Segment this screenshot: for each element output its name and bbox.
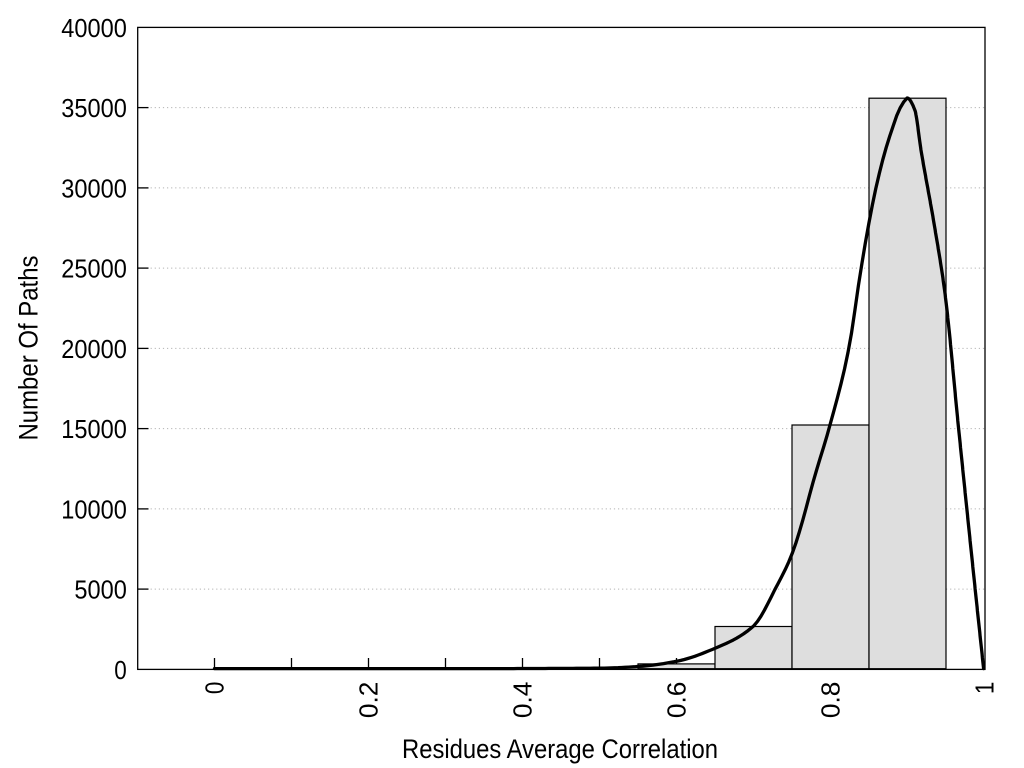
svg-text:40000: 40000: [61, 13, 127, 43]
svg-text:Residues Average Correlation: Residues Average Correlation: [402, 734, 718, 764]
svg-text:25000: 25000: [61, 254, 127, 284]
svg-text:5000: 5000: [74, 575, 126, 605]
svg-text:30000: 30000: [61, 173, 127, 203]
svg-text:1: 1: [970, 682, 1000, 695]
svg-text:35000: 35000: [61, 93, 127, 123]
svg-text:20000: 20000: [61, 334, 127, 364]
svg-text:0: 0: [200, 682, 230, 695]
svg-text:0: 0: [114, 655, 127, 685]
svg-text:0.4: 0.4: [508, 682, 538, 719]
svg-text:Number Of Paths: Number Of Paths: [14, 256, 44, 441]
svg-text:0.6: 0.6: [662, 682, 692, 719]
svg-text:0.8: 0.8: [816, 682, 846, 719]
svg-text:10000: 10000: [61, 494, 127, 524]
svg-text:15000: 15000: [61, 414, 127, 444]
svg-text:0.2: 0.2: [354, 682, 384, 719]
